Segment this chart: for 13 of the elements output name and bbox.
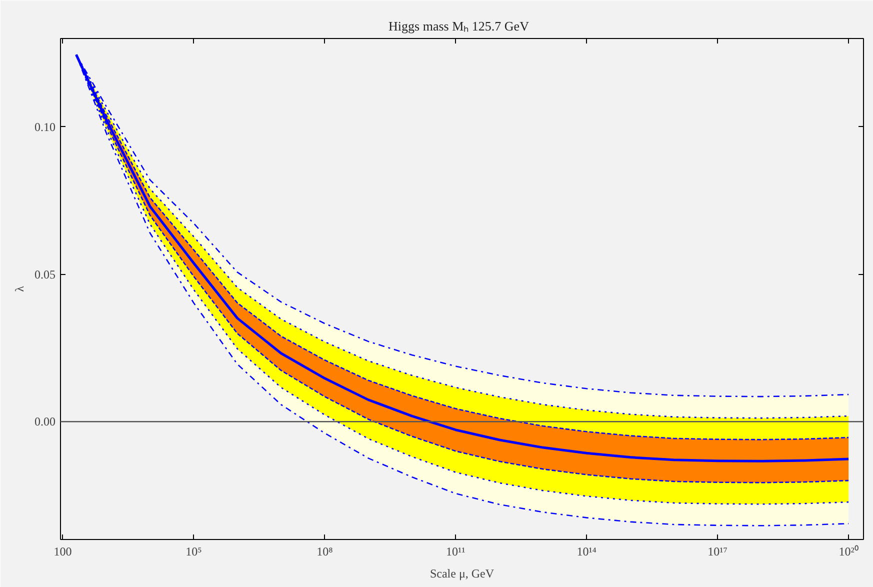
x-tick-label: 10¹⁴ [576, 544, 596, 558]
x-tick-label: 10⁸ [316, 544, 333, 558]
y-axis-title: λ [12, 286, 26, 292]
x-tick-label: 100 [54, 544, 72, 558]
y-tick-label: 0.00 [34, 414, 56, 429]
x-tick-label: 10¹⁷ [708, 544, 728, 558]
x-tick-label: 10⁵ [186, 544, 202, 558]
y-tick-label: 0.10 [34, 120, 56, 134]
y-tick-label: 0.05 [34, 267, 56, 282]
x-tick-label: 10²⁰ [838, 544, 858, 558]
x-tick-label: 10¹¹ [446, 544, 466, 558]
chart-title: Higgs mass Mₕ 125.7 GeV [388, 18, 530, 34]
x-axis-title: Scale μ, GeV [430, 566, 494, 580]
